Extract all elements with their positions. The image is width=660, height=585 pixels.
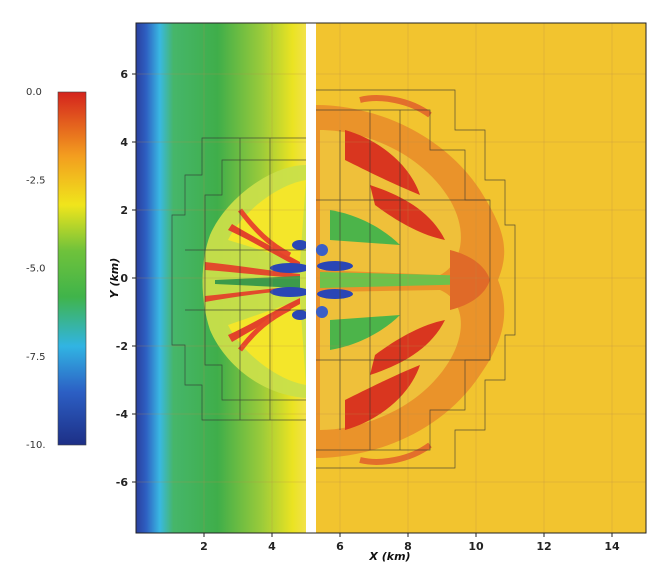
colorbar-tick-label: -5.0 — [26, 264, 46, 275]
x-axis-ticks: 2 4 6 8 10 12 14 — [200, 533, 620, 553]
amr-patches — [171, 89, 516, 469]
colorbar-tick-label: 0.0 — [26, 87, 42, 98]
y-tick-label: 0 — [120, 272, 128, 285]
x-axis-label: X (km) — [368, 550, 410, 563]
y-tick-label: 2 — [120, 204, 128, 217]
left-lobe-structure — [202, 165, 306, 398]
y-axis-label: Y (km) — [108, 258, 121, 299]
colorbar-ticks: 0.0 -2.5 -5.0 -7.5 -10. — [26, 87, 46, 451]
colorbar-tick-label: -7.5 — [26, 352, 46, 363]
grid-lines — [136, 23, 646, 533]
x-tick-label: 12 — [536, 540, 551, 553]
colorbar: 0.0 -2.5 -5.0 -7.5 -10. — [26, 87, 87, 451]
x-tick-label: 4 — [268, 540, 276, 553]
colorbar-gradient — [57, 91, 87, 446]
y-tick-label: 4 — [120, 136, 128, 149]
domain-separator — [306, 23, 316, 533]
x-tick-label: 2 — [200, 540, 208, 553]
x-tick-label: 8 — [404, 540, 412, 553]
x-tick-label: 6 — [336, 540, 344, 553]
y-tick-label: -2 — [116, 340, 128, 353]
colorbar-tick-label: -10. — [26, 440, 46, 451]
y-tick-label: -6 — [116, 476, 129, 489]
y-tick-label: -4 — [116, 408, 129, 421]
x-tick-label: 14 — [604, 540, 620, 553]
plot-area — [136, 23, 646, 533]
y-axis-ticks: -6 -4 -2 0 2 4 6 — [116, 68, 136, 489]
x-tick-label: 10 — [468, 540, 484, 553]
y-tick-label: 6 — [120, 68, 128, 81]
colorbar-tick-label: -2.5 — [26, 175, 46, 186]
right-lobe-structure — [316, 95, 505, 465]
